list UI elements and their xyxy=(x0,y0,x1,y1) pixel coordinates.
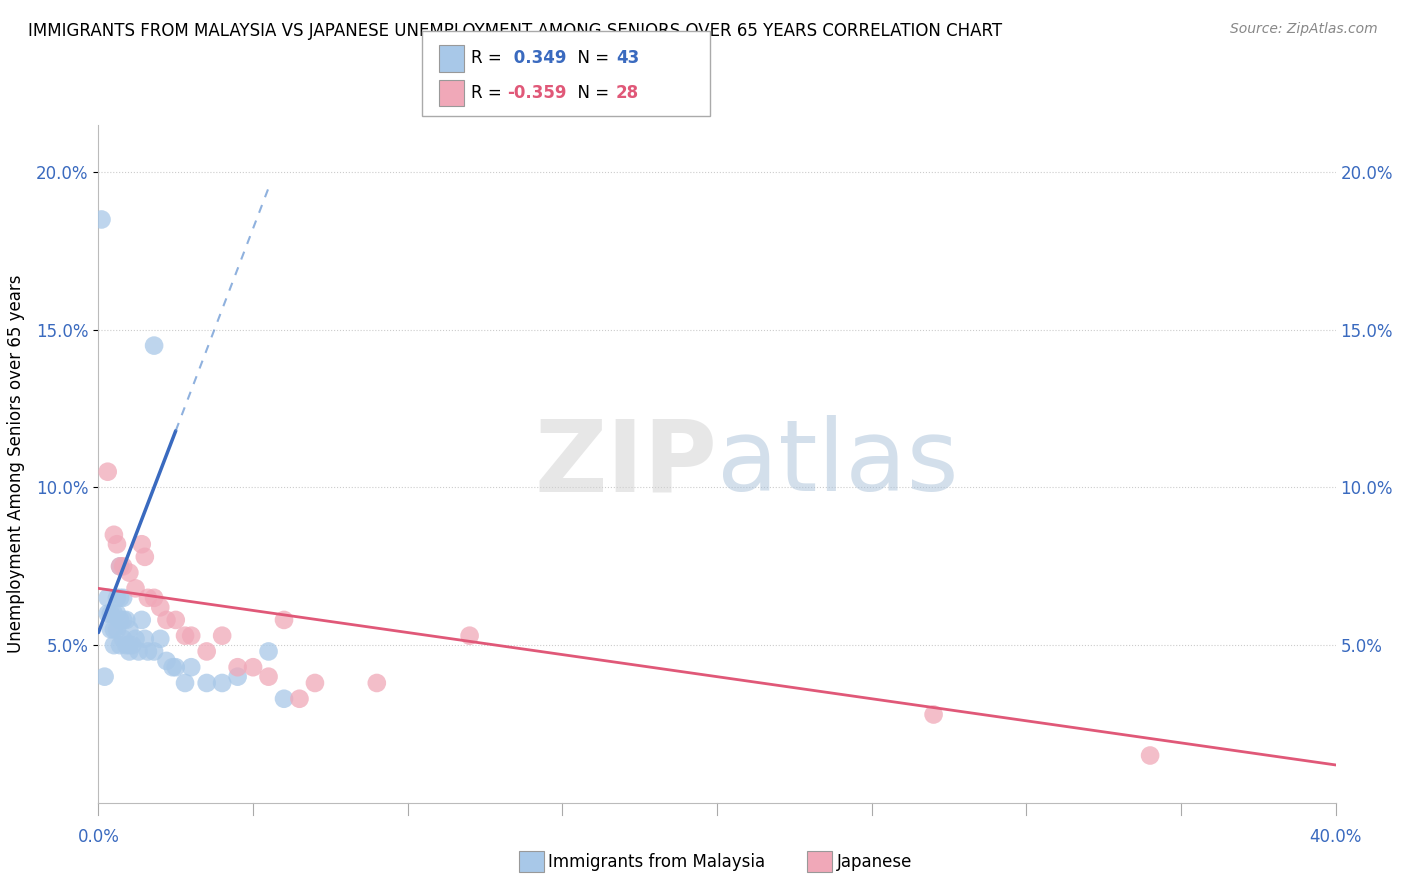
Point xyxy=(211,629,233,643)
Point xyxy=(131,613,153,627)
Point xyxy=(195,644,218,658)
Text: R =: R = xyxy=(471,84,508,102)
Point xyxy=(155,654,177,668)
Point xyxy=(108,559,131,574)
Text: 0.0%: 0.0% xyxy=(77,828,120,846)
Point xyxy=(118,623,141,637)
Point xyxy=(100,623,122,637)
Text: Source: ZipAtlas.com: Source: ZipAtlas.com xyxy=(1230,22,1378,37)
Point xyxy=(136,644,159,658)
Point xyxy=(97,607,120,621)
Point xyxy=(115,638,138,652)
Text: atlas: atlas xyxy=(717,416,959,512)
Point xyxy=(100,607,122,621)
Text: N =: N = xyxy=(567,49,614,67)
Point xyxy=(108,559,131,574)
Point xyxy=(90,212,112,227)
Point xyxy=(121,638,143,652)
Point xyxy=(112,559,135,574)
Point xyxy=(105,623,128,637)
Point xyxy=(103,623,125,637)
Text: IMMIGRANTS FROM MALAYSIA VS JAPANESE UNEMPLOYMENT AMONG SENIORS OVER 65 YEARS CO: IMMIGRANTS FROM MALAYSIA VS JAPANESE UNE… xyxy=(28,22,1002,40)
Text: 43: 43 xyxy=(616,49,640,67)
Text: 28: 28 xyxy=(616,84,638,102)
Text: 0.349: 0.349 xyxy=(508,49,567,67)
Point xyxy=(366,676,388,690)
Point xyxy=(103,607,125,621)
Point xyxy=(124,632,146,646)
Text: Immigrants from Malaysia: Immigrants from Malaysia xyxy=(548,853,765,871)
Point xyxy=(155,613,177,627)
Point xyxy=(108,638,131,652)
Point xyxy=(143,644,166,658)
Point xyxy=(131,537,153,551)
Point xyxy=(149,600,172,615)
Point xyxy=(134,549,156,564)
Point xyxy=(211,676,233,690)
Text: -0.359: -0.359 xyxy=(508,84,567,102)
Point xyxy=(112,591,135,605)
Point xyxy=(143,338,166,352)
Point xyxy=(304,676,326,690)
Point xyxy=(180,660,202,674)
Point xyxy=(103,638,125,652)
Point xyxy=(134,632,156,646)
Point xyxy=(143,591,166,605)
Point xyxy=(118,638,141,652)
Point xyxy=(128,644,150,658)
Point xyxy=(118,566,141,580)
Text: ZIP: ZIP xyxy=(534,416,717,512)
Point xyxy=(458,629,481,643)
Point xyxy=(165,613,187,627)
Point xyxy=(180,629,202,643)
Point xyxy=(174,629,197,643)
Point xyxy=(93,670,115,684)
Point xyxy=(136,591,159,605)
Point xyxy=(112,613,135,627)
Point xyxy=(124,582,146,596)
Point xyxy=(226,660,249,674)
Point xyxy=(112,632,135,646)
Text: Japanese: Japanese xyxy=(837,853,912,871)
Text: 40.0%: 40.0% xyxy=(1309,828,1362,846)
Point xyxy=(257,644,280,658)
Point xyxy=(103,528,125,542)
Point xyxy=(174,676,197,690)
Point xyxy=(162,660,184,674)
Point xyxy=(257,670,280,684)
Point xyxy=(922,707,945,722)
Y-axis label: Unemployment Among Seniors over 65 years: Unemployment Among Seniors over 65 years xyxy=(7,275,25,653)
Point xyxy=(226,670,249,684)
Point xyxy=(118,644,141,658)
Point xyxy=(97,465,120,479)
Point xyxy=(108,613,131,627)
Point xyxy=(242,660,264,674)
Point xyxy=(288,691,311,706)
Point xyxy=(108,591,131,605)
Point xyxy=(165,660,187,674)
Point xyxy=(273,613,295,627)
Point xyxy=(1139,748,1161,763)
Text: N =: N = xyxy=(567,84,614,102)
Point xyxy=(105,607,128,621)
Point xyxy=(105,591,128,605)
Point xyxy=(115,613,138,627)
Point xyxy=(105,537,128,551)
Point xyxy=(149,632,172,646)
Text: R =: R = xyxy=(471,49,508,67)
Point xyxy=(97,591,120,605)
Point xyxy=(195,676,218,690)
Point xyxy=(273,691,295,706)
